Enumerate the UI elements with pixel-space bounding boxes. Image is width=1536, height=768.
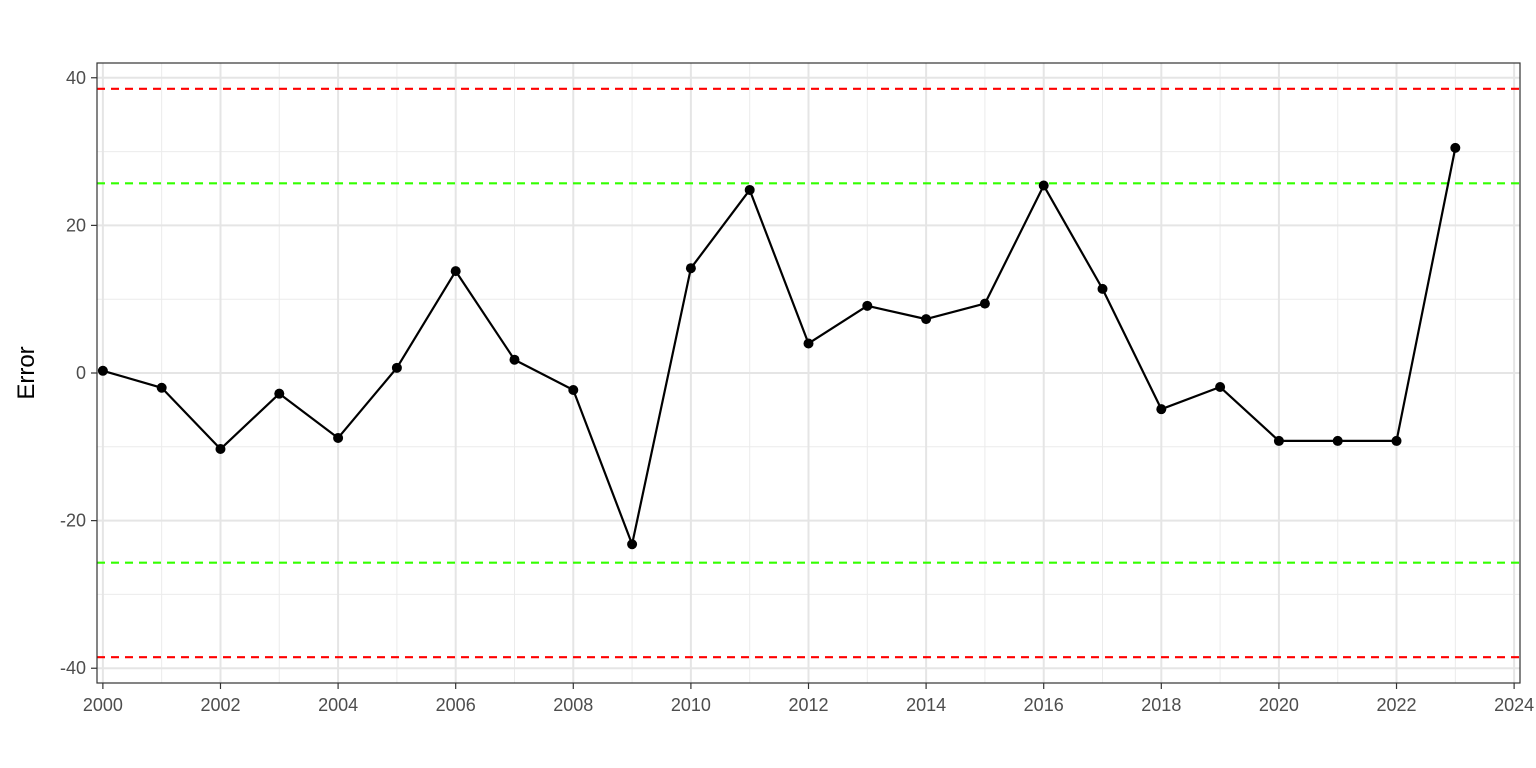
data-point xyxy=(333,432,344,443)
data-point xyxy=(1215,382,1226,393)
x-tick-label: 2020 xyxy=(1259,695,1299,715)
data-point xyxy=(1450,142,1461,153)
data-point xyxy=(1273,435,1284,446)
data-point xyxy=(156,382,167,393)
data-point xyxy=(1156,404,1167,415)
y-axis: -40 -20 0 20 40 xyxy=(60,68,97,678)
series-line xyxy=(102,147,1457,546)
data-point xyxy=(274,388,285,399)
data-point xyxy=(450,266,461,277)
y-tick-label: -40 xyxy=(60,658,86,678)
y-tick-label: 20 xyxy=(66,215,86,235)
x-tick-label: 2000 xyxy=(83,695,123,715)
data-point xyxy=(803,338,814,349)
x-tick-label: 2002 xyxy=(200,695,240,715)
data-point xyxy=(1332,435,1343,446)
x-tick-label: 2014 xyxy=(906,695,946,715)
data-point xyxy=(862,300,873,311)
y-tick-label: 0 xyxy=(76,363,86,383)
x-tick-label: 2008 xyxy=(553,695,593,715)
data-point xyxy=(509,354,520,365)
x-tick-label: 2004 xyxy=(318,695,358,715)
data-point xyxy=(391,362,402,373)
y-axis-title: Error xyxy=(13,346,40,399)
data-point xyxy=(568,384,579,395)
grid-major xyxy=(97,63,1520,683)
data-point xyxy=(627,539,638,550)
x-axis: 2000 2002 2004 2006 2008 2010 2012 2014 2016 2018… xyxy=(83,683,1534,715)
data-point xyxy=(1391,435,1402,446)
data-point xyxy=(215,444,226,455)
data-point xyxy=(685,263,696,274)
y-tick-label: 40 xyxy=(66,68,86,88)
data-point xyxy=(921,314,932,325)
x-tick-label: 2024 xyxy=(1494,695,1534,715)
data-point xyxy=(744,184,755,195)
data-point xyxy=(979,298,990,309)
data-point xyxy=(1097,283,1108,294)
data-point xyxy=(1038,180,1049,191)
data-point xyxy=(97,365,108,376)
series-lines xyxy=(102,147,1457,546)
x-tick-label: 2010 xyxy=(671,695,711,715)
x-tick-label: 2012 xyxy=(788,695,828,715)
x-tick-label: 2006 xyxy=(436,695,476,715)
x-tick-label: 2018 xyxy=(1141,695,1181,715)
y-tick-label: -20 xyxy=(60,511,86,531)
x-tick-label: 2022 xyxy=(1376,695,1416,715)
series-points xyxy=(97,142,1461,550)
x-tick-label: 2016 xyxy=(1024,695,1064,715)
